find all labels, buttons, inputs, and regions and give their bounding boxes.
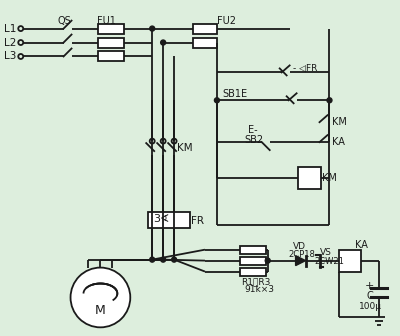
- Text: SB2: SB2: [245, 135, 264, 145]
- Polygon shape: [296, 256, 306, 265]
- Text: SB1E: SB1E: [223, 89, 248, 99]
- Text: 3∢: 3∢: [153, 214, 170, 224]
- Text: VS: VS: [320, 248, 331, 257]
- Bar: [98, 24, 124, 34]
- Circle shape: [172, 257, 176, 262]
- Text: M: M: [95, 304, 106, 317]
- Text: KA: KA: [355, 240, 368, 250]
- Circle shape: [161, 139, 166, 143]
- Bar: [193, 38, 217, 47]
- Text: KM: KM: [322, 173, 337, 183]
- Text: L1: L1: [4, 24, 16, 34]
- Text: FR: FR: [191, 216, 204, 226]
- Bar: [340, 250, 361, 271]
- Text: 91k×3: 91k×3: [245, 285, 275, 294]
- Bar: [240, 246, 266, 254]
- Text: 2CP18: 2CP18: [289, 250, 316, 259]
- Text: L2: L2: [4, 38, 16, 47]
- Bar: [240, 267, 266, 276]
- Text: FU2: FU2: [217, 15, 236, 26]
- Bar: [98, 51, 124, 61]
- Text: 2CW21: 2CW21: [314, 257, 344, 266]
- Text: L3: L3: [4, 51, 16, 61]
- Text: KM: KM: [177, 143, 193, 153]
- Bar: [298, 167, 322, 189]
- Circle shape: [161, 40, 166, 45]
- Text: - ◁FR: - ◁FR: [293, 64, 317, 73]
- Text: E-: E-: [248, 125, 258, 135]
- Circle shape: [150, 26, 155, 31]
- Bar: [148, 212, 190, 228]
- Text: C: C: [366, 291, 373, 301]
- Text: KM: KM: [332, 117, 347, 127]
- Text: VD: VD: [293, 242, 306, 251]
- Text: KA: KA: [332, 137, 345, 147]
- Text: +: +: [364, 281, 374, 291]
- Circle shape: [150, 139, 155, 143]
- Text: R1～R3: R1～R3: [241, 277, 270, 286]
- Circle shape: [18, 40, 23, 45]
- Circle shape: [172, 139, 176, 143]
- Bar: [193, 24, 217, 34]
- Bar: [98, 38, 124, 47]
- Text: QS: QS: [58, 15, 71, 26]
- Circle shape: [214, 98, 220, 103]
- Circle shape: [18, 26, 23, 31]
- Circle shape: [70, 267, 130, 327]
- Circle shape: [161, 257, 166, 262]
- Circle shape: [18, 54, 23, 59]
- Bar: [240, 257, 266, 264]
- Text: 100μ: 100μ: [359, 302, 382, 311]
- Circle shape: [265, 258, 270, 263]
- Circle shape: [327, 98, 332, 103]
- Circle shape: [150, 257, 155, 262]
- Text: FU1: FU1: [98, 15, 116, 26]
